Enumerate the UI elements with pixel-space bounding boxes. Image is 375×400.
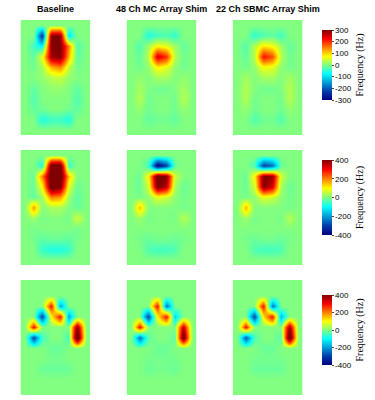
svg-text:-400: -400 xyxy=(335,231,352,240)
svg-text:0: 0 xyxy=(335,61,340,70)
svg-text:0: 0 xyxy=(335,326,340,335)
svg-text:400: 400 xyxy=(335,156,349,165)
svg-text:48 Ch MC Array Shim: 48 Ch MC Array Shim xyxy=(116,4,207,14)
svg-text:200: 200 xyxy=(335,37,349,46)
svg-text:Frequency (Hz): Frequency (Hz) xyxy=(354,166,366,229)
svg-text:-100: -100 xyxy=(335,72,352,81)
svg-text:400: 400 xyxy=(335,291,349,300)
svg-text:200: 200 xyxy=(335,175,349,184)
svg-text:-200: -200 xyxy=(335,212,352,221)
svg-text:-200: -200 xyxy=(335,84,352,93)
svg-text:300: 300 xyxy=(335,26,349,35)
svg-text:-300: -300 xyxy=(335,96,352,105)
svg-text:22 Ch SBMC Array Shim: 22 Ch SBMC Array Shim xyxy=(216,4,320,14)
svg-text:100: 100 xyxy=(335,49,349,58)
svg-text:-400: -400 xyxy=(335,361,352,370)
svg-text:Baseline: Baseline xyxy=(37,4,74,14)
svg-text:-200: -200 xyxy=(335,343,352,352)
svg-text:200: 200 xyxy=(335,308,349,317)
svg-text:Frequency (Hz): Frequency (Hz) xyxy=(354,298,366,361)
svg-text:Frequency (Hz): Frequency (Hz) xyxy=(354,33,366,96)
svg-text:0: 0 xyxy=(335,193,340,202)
